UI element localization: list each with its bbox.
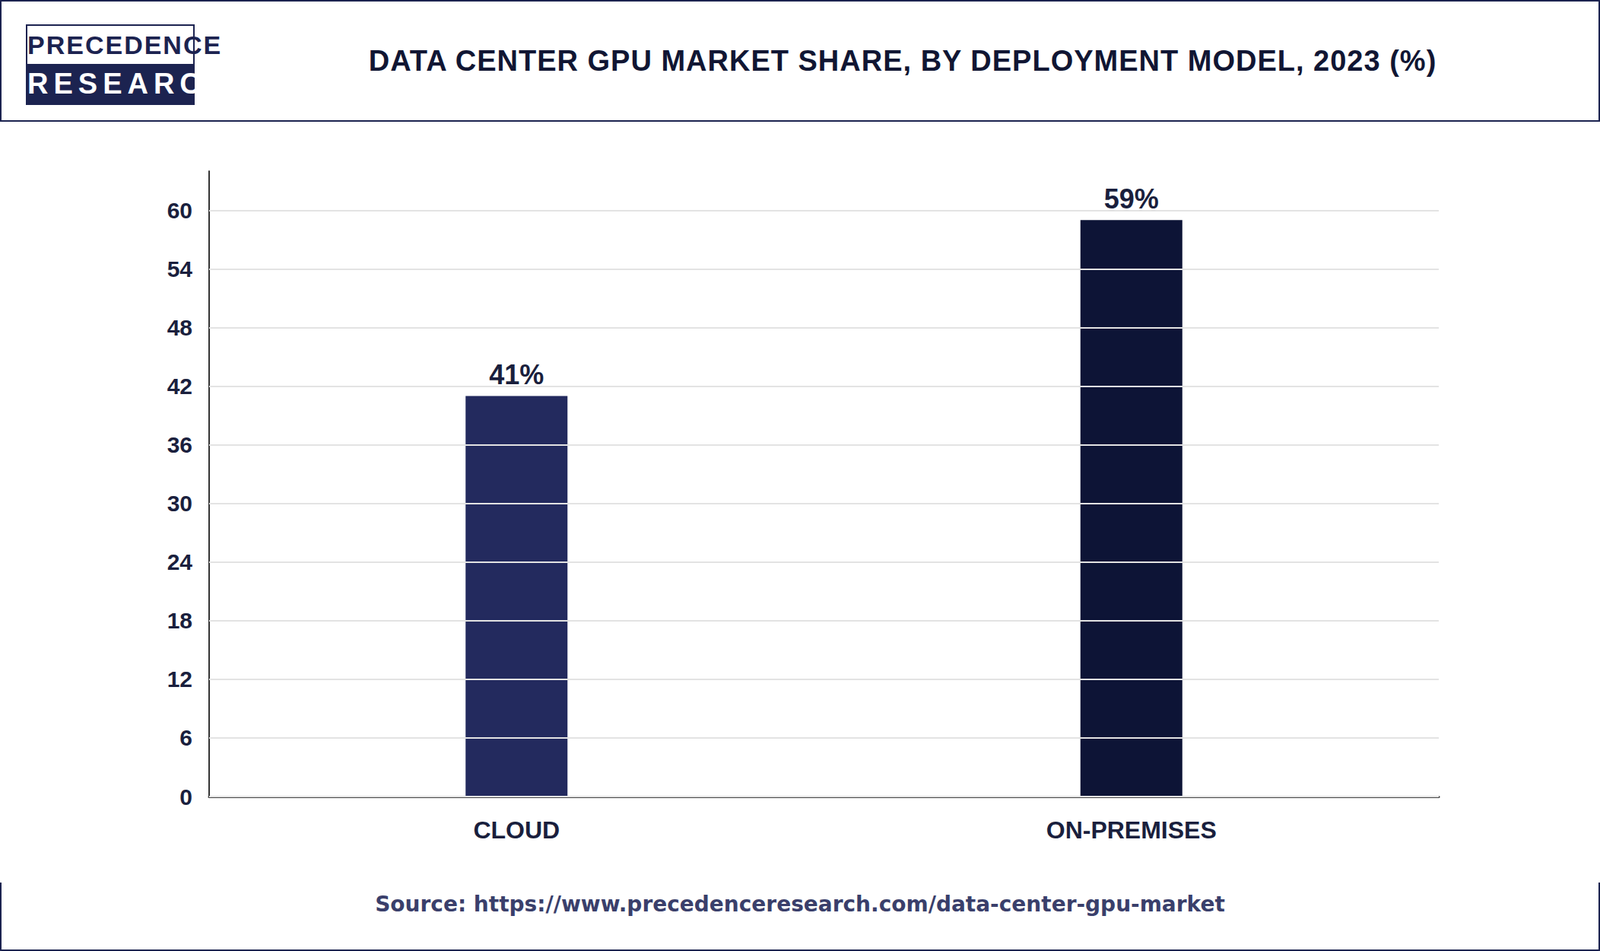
html-text:RESEARCH: RESEARCH — [27, 67, 233, 100]
svg-text:CLOUD: CLOUD — [473, 815, 560, 844]
html-text:Source: https://www.precedence: Source: https://www.precedenceresearch.c… — [375, 891, 1225, 917]
svg-text:59%: 59% — [1104, 183, 1159, 215]
svg-text:12: 12 — [167, 666, 193, 692]
svg-text:ON-PREMISES: ON-PREMISES — [1046, 815, 1217, 844]
html-text:DATA CENTER GPU MARKET SHARE,: DATA CENTER GPU MARKET SHARE, BY DEPLOYM… — [368, 44, 1437, 77]
svg-text:24: 24 — [167, 549, 194, 575]
svg-text:36: 36 — [167, 431, 193, 458]
svg-text:41%: 41% — [488, 358, 544, 391]
html-text:PRECEDENCE: PRECEDENCE — [27, 30, 223, 60]
svg-text:0: 0 — [179, 784, 193, 810]
svg-text:54: 54 — [167, 256, 194, 282]
svg-text:18: 18 — [167, 607, 193, 633]
svg-text:60: 60 — [167, 197, 193, 223]
svg-text:42: 42 — [167, 373, 193, 399]
svg-text:48: 48 — [167, 314, 193, 340]
svg-text:6: 6 — [179, 724, 193, 750]
svg-text:30: 30 — [167, 490, 193, 516]
